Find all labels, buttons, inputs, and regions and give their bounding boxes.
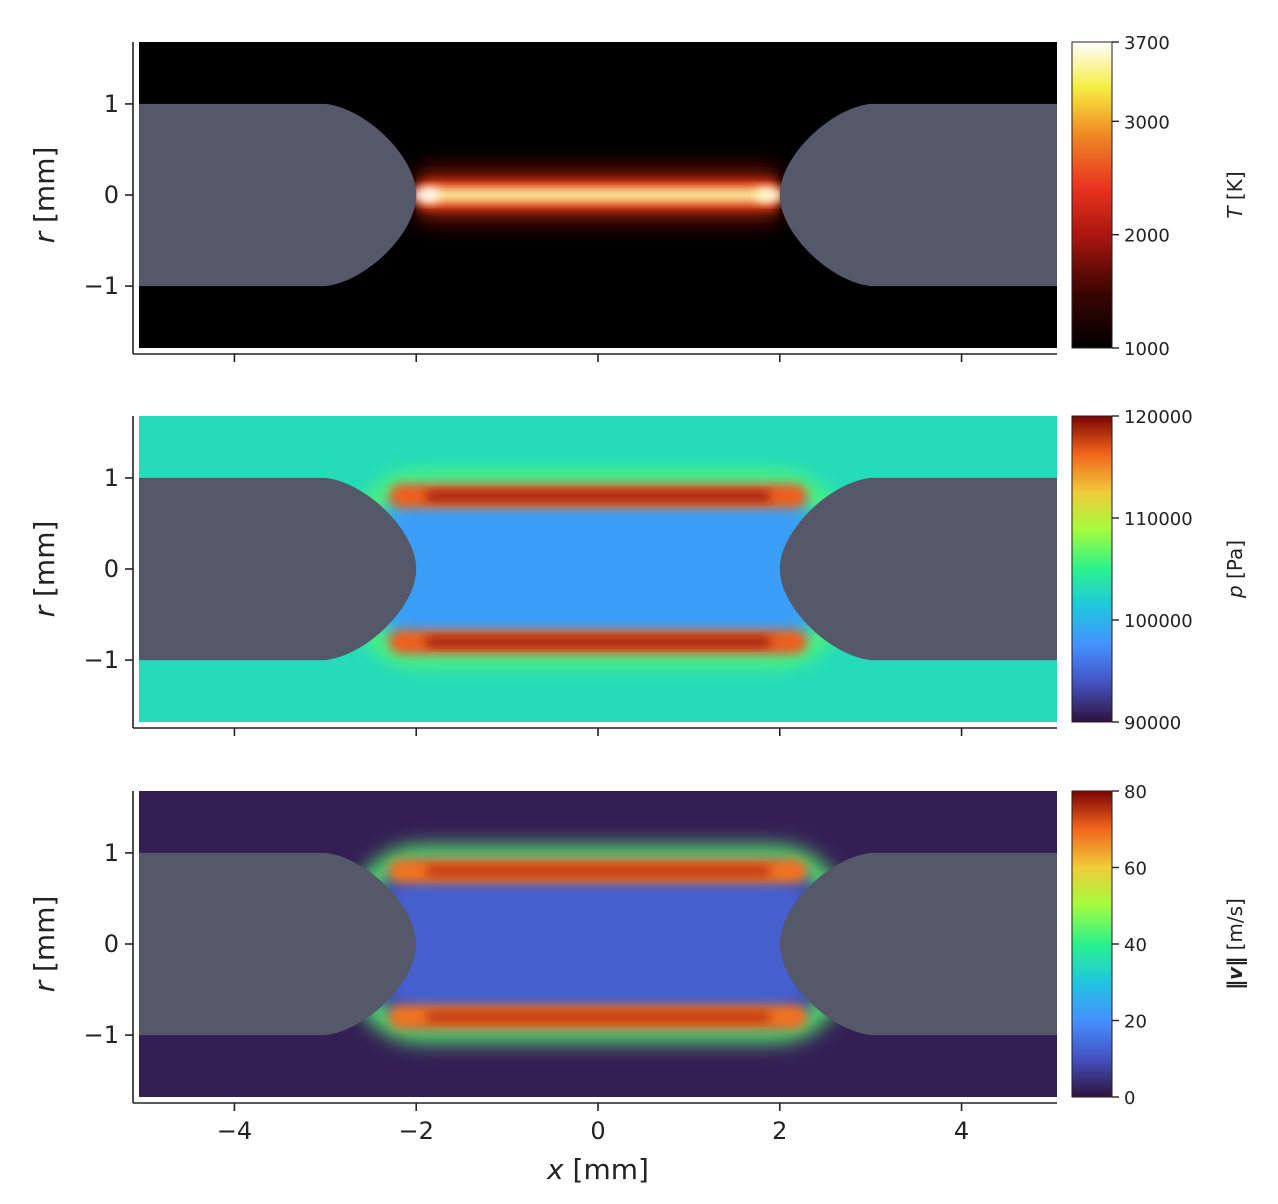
colorbar-unit: [m/s] <box>1223 898 1247 957</box>
colorbar-temperature: 1000 2000 3000 3700 T [K] <box>1071 33 1247 360</box>
shell-band-core <box>425 636 771 647</box>
colorbar-pressure: 90000 100000 110000 120000 p [Pa] <box>1071 407 1247 734</box>
electrode-right <box>779 103 1057 287</box>
y-axis-unit: [mm] <box>28 147 61 232</box>
colorbar-gradient <box>1071 41 1113 349</box>
electrode-left <box>139 852 417 1036</box>
shell-band-core <box>425 491 771 502</box>
colorbar-symbol: p <box>1223 585 1247 599</box>
y-tick-label: −1 <box>84 1021 119 1049</box>
x-tick-label: −2 <box>399 1117 434 1145</box>
shell-band-core <box>425 866 771 877</box>
y-axis-label: r [mm] <box>28 521 61 618</box>
electrode-left <box>139 477 417 661</box>
colorbar-tick-label: 20 <box>1124 1012 1147 1033</box>
x-tick-label: −4 <box>217 1117 252 1145</box>
colorbar-tick-label: 3000 <box>1124 112 1170 133</box>
colorbar-tick-label: 2000 <box>1124 226 1170 247</box>
colorbar-unit: [K] <box>1223 171 1247 206</box>
channel-core <box>424 188 772 202</box>
x-tick-label: 2 <box>772 1117 787 1145</box>
colorbar-tick-label: 1000 <box>1124 339 1170 360</box>
y-tick-label: 0 <box>104 930 119 958</box>
colorbar-gradient <box>1071 790 1113 1098</box>
electrode-left <box>139 103 417 287</box>
y-tick-label: 0 <box>104 181 119 209</box>
y-axis-symbol: r <box>28 230 61 243</box>
y-tick-label: 1 <box>104 464 119 492</box>
colorbar-tick-label: 110000 <box>1124 509 1193 530</box>
shell-band-core <box>425 1011 771 1022</box>
colorbar-gradient <box>1071 415 1113 723</box>
y-axis-label: r [mm] <box>28 896 61 993</box>
colorbar-tick-label: 60 <box>1124 859 1147 880</box>
x-axis-symbol: x <box>546 1153 564 1186</box>
y-tick-label: −1 <box>84 646 119 674</box>
channel-hotspot-left <box>412 188 441 202</box>
colorbar-velocity_magnitude: 0 20 40 60 80 ‖v‖ [m/s] <box>1071 782 1247 1109</box>
colorbar-title: p [Pa] <box>1223 540 1247 599</box>
panel-pressure: 1 0 −1 r [mm] 90000 100000 110000 120000 p [Pa] <box>28 407 1247 736</box>
colorbar-tick-label: 120000 <box>1124 407 1193 428</box>
x-tick-label: 0 <box>590 1117 605 1145</box>
y-axis-symbol: r <box>28 604 61 617</box>
y-tick-label: −1 <box>84 272 119 300</box>
y-tick-label: 0 <box>104 555 119 583</box>
colorbar-symbol: T <box>1223 205 1247 219</box>
channel-hotspot-right <box>755 188 784 202</box>
electrode-right <box>779 477 1057 661</box>
colorbar-title: T [K] <box>1223 171 1247 218</box>
electrode-right <box>779 852 1057 1036</box>
shell-interior <box>375 867 821 1021</box>
colorbar-tick-label: 0 <box>1124 1088 1135 1109</box>
heatmap-velocity_magnitude <box>139 791 1057 1097</box>
y-tick-label: 1 <box>104 90 119 118</box>
y-axis-unit: [mm] <box>28 896 61 981</box>
colorbar-unit: [Pa] <box>1223 540 1247 585</box>
colorbar-symbol: ‖v‖ <box>1223 957 1247 990</box>
y-axis-label: r [mm] <box>28 147 61 244</box>
y-tick-label: 1 <box>104 839 119 867</box>
x-tick-label: 4 <box>954 1117 969 1145</box>
panel-temperature: 1 0 −1 r [mm] 1000 2000 3000 3700 T [K] <box>28 33 1247 362</box>
x-axis-unit: [mm] <box>564 1153 649 1186</box>
y-axis-symbol: r <box>28 979 61 992</box>
colorbar-tick-label: 90000 <box>1124 713 1181 734</box>
shell-interior <box>375 492 821 646</box>
colorbar-tick-label: 100000 <box>1124 611 1193 632</box>
colorbar-title: ‖v‖ [m/s] <box>1223 898 1247 990</box>
heatmap-pressure <box>139 416 1057 722</box>
colorbar-tick-label: 80 <box>1124 782 1147 803</box>
x-axis-label: x [mm] <box>546 1153 649 1186</box>
colorbar-tick-label: 3700 <box>1124 33 1170 54</box>
colorbar-tick-label: 40 <box>1124 935 1147 956</box>
heatmap-temperature <box>139 42 1057 348</box>
y-axis-unit: [mm] <box>28 521 61 606</box>
